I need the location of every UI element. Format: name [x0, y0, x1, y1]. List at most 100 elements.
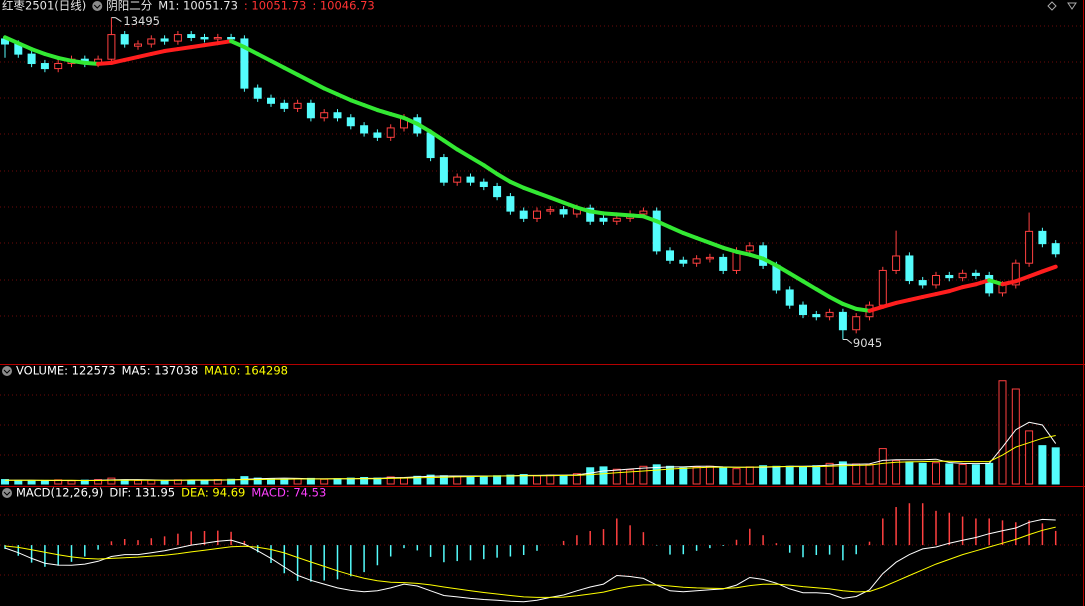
volume-bar	[546, 474, 555, 485]
ma-line-segment	[428, 129, 446, 143]
ma-line-segment	[308, 79, 327, 91]
dropdown-icon[interactable]	[2, 366, 12, 376]
volume-bar	[14, 479, 23, 485]
ma-line-segment	[867, 304, 885, 313]
volume-bar	[971, 464, 980, 485]
ma-line-segment	[840, 301, 859, 311]
ma-line-segment	[827, 294, 845, 306]
ma-line-segment	[122, 54, 140, 62]
legend-entry: DIF: 131.95	[109, 486, 175, 500]
low-price-label: 9045	[853, 336, 882, 350]
ma-line-segment	[535, 190, 553, 200]
candle-body	[240, 38, 249, 89]
ma-line-segment	[388, 112, 406, 120]
candle-body	[160, 38, 169, 42]
candle-body	[27, 53, 36, 65]
candle-body	[799, 304, 807, 316]
ma-line-segment	[787, 271, 805, 284]
volume-bar	[705, 465, 714, 485]
candle-body	[134, 43, 142, 47]
volume-bar	[280, 478, 289, 485]
candle-body	[958, 272, 967, 279]
indicator-value: M1: 10051.73	[158, 0, 238, 13]
ma-line-segment	[721, 245, 739, 254]
candle-body	[213, 36, 222, 40]
candle-body	[107, 34, 116, 60]
ma-line-segment	[215, 39, 234, 46]
volume-bar	[479, 475, 488, 485]
volume-bar	[107, 477, 116, 485]
ma-line-segment	[202, 41, 220, 48]
volume-bar	[612, 468, 621, 485]
volume-bar	[559, 474, 568, 485]
candle-body	[639, 210, 648, 215]
candle-body	[1025, 230, 1034, 264]
ma-line-segment	[681, 231, 699, 240]
ma-line-segment	[668, 225, 686, 236]
volume-bar	[958, 464, 967, 485]
volume-bar	[905, 461, 914, 485]
ma-line-segment	[229, 39, 247, 50]
label-leader	[842, 339, 853, 344]
candle-body	[905, 255, 914, 282]
volume-bar	[493, 475, 502, 485]
candle-body	[679, 259, 688, 264]
volume-bar	[652, 464, 661, 485]
toolbar-icon[interactable]	[1067, 2, 1077, 10]
ma-line-segment	[149, 49, 167, 56]
candle-body	[1051, 243, 1060, 255]
volume-bar	[838, 461, 847, 485]
ma-line-segment	[335, 92, 353, 103]
candle-body	[426, 132, 435, 159]
volume-bar	[985, 462, 994, 485]
candle-body	[586, 207, 595, 222]
indicator-name: 阴阳二分	[106, 0, 152, 13]
ma-line-segment	[920, 292, 938, 299]
ma-line-segment	[455, 147, 473, 160]
indicator-value: : 10046.73	[312, 0, 374, 13]
ma-line-segment	[1000, 279, 1018, 287]
candle-body	[173, 34, 182, 42]
volume-bar	[572, 473, 581, 485]
volume-bar	[1, 479, 9, 485]
volume-bar	[1038, 445, 1047, 485]
candle-body	[745, 245, 754, 252]
ma-line-segment	[960, 282, 978, 290]
toolbar-icon[interactable]	[1047, 1, 1057, 11]
candle-body	[1038, 230, 1047, 245]
candle-body	[985, 274, 994, 294]
ma-line-segment	[322, 86, 340, 97]
ma-line-segment	[96, 60, 114, 66]
ma-line-segment	[175, 45, 194, 52]
ma-line-segment	[162, 47, 180, 54]
dropdown-icon[interactable]	[2, 488, 12, 498]
volume-bar	[626, 469, 635, 485]
volume-bar	[732, 468, 741, 485]
ma-line-segment	[82, 60, 101, 66]
ma-line-segment	[481, 163, 500, 176]
candle-body	[147, 38, 156, 45]
volume-bar	[187, 479, 196, 485]
volume-bar	[94, 479, 103, 485]
volume-bar	[134, 479, 142, 485]
volume-bar	[745, 466, 754, 485]
ma-line-segment	[973, 278, 992, 287]
volume-bar	[253, 477, 262, 485]
dropdown-icon[interactable]	[92, 1, 103, 11]
ma-line-segment	[880, 300, 899, 309]
ma-line-segment	[109, 57, 127, 65]
volume-ma-line	[5, 435, 1056, 481]
volume-bar	[293, 478, 302, 485]
volume-bar	[586, 467, 595, 485]
ma-line-segment	[136, 51, 154, 59]
candle-body	[1011, 262, 1020, 286]
candle-body	[932, 274, 940, 286]
candle-body	[692, 258, 701, 264]
volume-bar	[599, 466, 608, 485]
ma-line-segment	[402, 115, 420, 126]
candle-body	[918, 280, 927, 286]
candle-body	[227, 36, 236, 40]
candle-body	[40, 63, 49, 70]
volume-bar	[679, 467, 688, 485]
